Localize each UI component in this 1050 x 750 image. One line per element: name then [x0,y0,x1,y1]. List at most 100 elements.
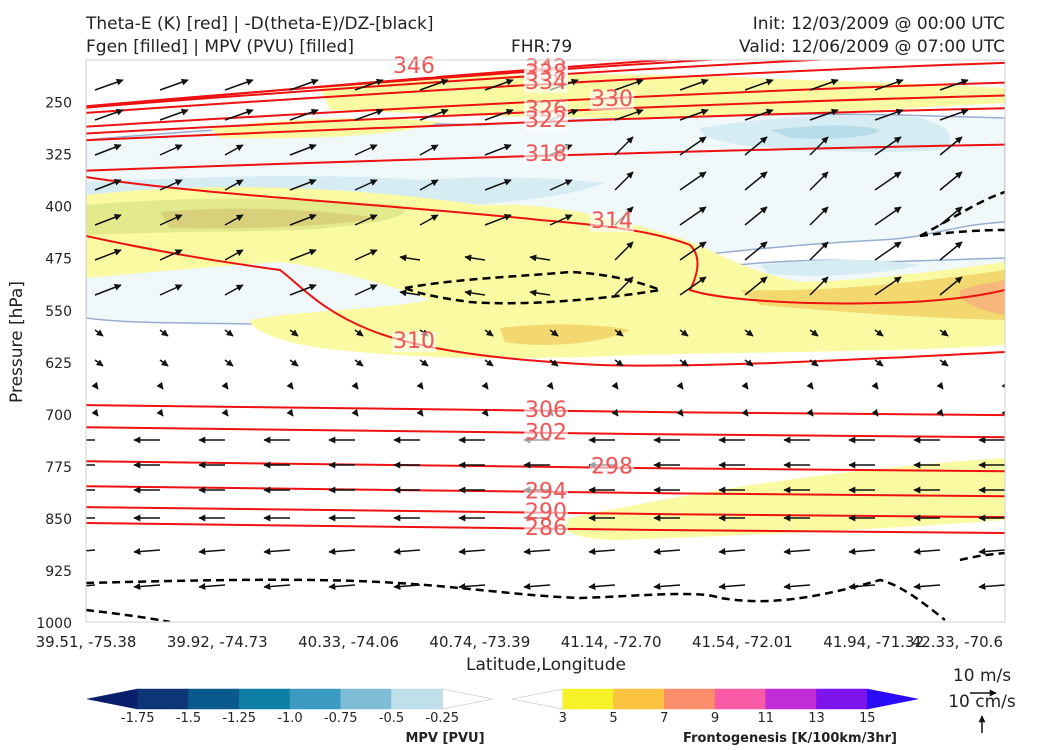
title-line-2: Fgen [filled] | MPV (PVU) [filled] [86,37,355,57]
colorbar-swatch [289,688,342,710]
wind-vector [354,249,378,261]
colorbar-tick: 9 [711,711,719,726]
wind-vector [484,329,494,337]
colorbar-tick: -0.75 [324,711,358,726]
wind-vector [809,276,829,296]
wind-vector [416,408,424,417]
colorbar-swatch [391,688,443,710]
wind-vector [286,408,294,417]
wind-vector [221,381,229,390]
colorbar-tick: -1.25 [222,711,256,726]
x-tick-label: 40.33, -74.06 [298,633,399,651]
colorbar-tick: 3 [559,711,567,726]
theta-e-line [86,60,833,109]
wind-vector [1004,360,1005,361]
wind-vector [328,548,356,556]
wind-vector [529,254,551,262]
wind-vector [94,108,124,121]
wind-vector [464,254,486,262]
wind-vector [718,583,746,591]
wind-vector [549,329,559,337]
wind-vector [744,136,768,156]
wind-vector [198,548,226,556]
wind-vector [809,108,839,121]
wind-vector [263,548,291,556]
wind-vector [871,408,879,417]
fgen-colorbar-label: Frontogenesis [K/100km/3hr] [683,731,897,746]
wind-vector [809,206,829,226]
wind-vector [679,329,689,337]
wind-vector [1004,119,1005,120]
wind-vector [744,241,768,261]
colorbar-tick: 15 [859,711,876,726]
wind-vector [289,248,317,261]
wind-vector [159,179,183,191]
wind-vector [679,78,709,91]
y-tick-label: 625 [45,356,72,372]
wind-vector [848,548,876,556]
wind-vector [614,136,634,156]
wind-vector [159,108,189,121]
theta-e-label: 286 [525,516,567,541]
wind-vector [939,241,963,261]
wind-vector [289,108,319,121]
wind-vector [939,276,963,296]
x-tick-label: 42.33, -70.6 [912,633,1003,651]
wind-vector [809,241,829,261]
y-tick-label: 850 [45,512,72,528]
wind-vector [224,144,244,156]
wind-vector [546,381,554,390]
wind-vector [289,359,299,367]
wind-vector [393,548,421,556]
wind-vector [224,249,244,261]
wind-vector [614,241,634,261]
wind-vector [744,276,768,296]
wind-vector [419,108,449,121]
y-tick-label: 1000 [36,616,72,632]
wind-vector [1004,258,1005,260]
wind-vector [289,329,299,337]
wind-vector [783,583,811,591]
wind-vector [679,136,707,156]
wind-vector [913,583,941,591]
wind-vector [874,171,902,191]
wind-vector [783,548,811,556]
wind-vector [484,108,514,121]
stability-contours [86,190,1005,622]
wind-vector [464,289,486,297]
wind-vector [224,359,234,367]
wind-vector [611,408,619,417]
wind-vector [354,108,384,121]
colorbar-swatch [238,688,291,710]
wind-vector [874,329,884,337]
colorbar-swatch [86,688,139,710]
wind-vector [936,408,944,417]
wind-vector [416,381,424,390]
colorbar-swatch [511,688,564,710]
wind-vector [484,213,512,226]
wind-vector [549,214,573,226]
wind-ref-horizontal: 10 m/s [953,666,1011,686]
wind-vector [399,289,421,297]
wind-vector [198,583,226,591]
theta-e-label: 322 [525,108,567,133]
colorbar-swatch [866,688,919,710]
wind-vector [354,144,378,156]
y-tick-label: 475 [45,252,72,268]
wind-vector [939,171,963,191]
wind-vector [458,548,486,556]
wind-vector [159,284,183,296]
wind-vector [939,359,949,367]
wind-vector [289,78,319,91]
wind-vector [744,171,768,191]
wind-vector [484,78,514,91]
wind-vector [549,179,573,191]
wind-vector [1004,330,1005,331]
wind-vector [874,359,884,367]
wind-reference: 10 m/s 10 cm/s [948,666,1016,733]
valid-time: Valid: 12/06/2009 @ 07:00 UTC [739,37,1005,57]
wind-vectors [86,78,1005,591]
wind-vector [159,78,189,91]
wind-vector [289,283,317,296]
colorbar-tick: 5 [609,711,617,726]
